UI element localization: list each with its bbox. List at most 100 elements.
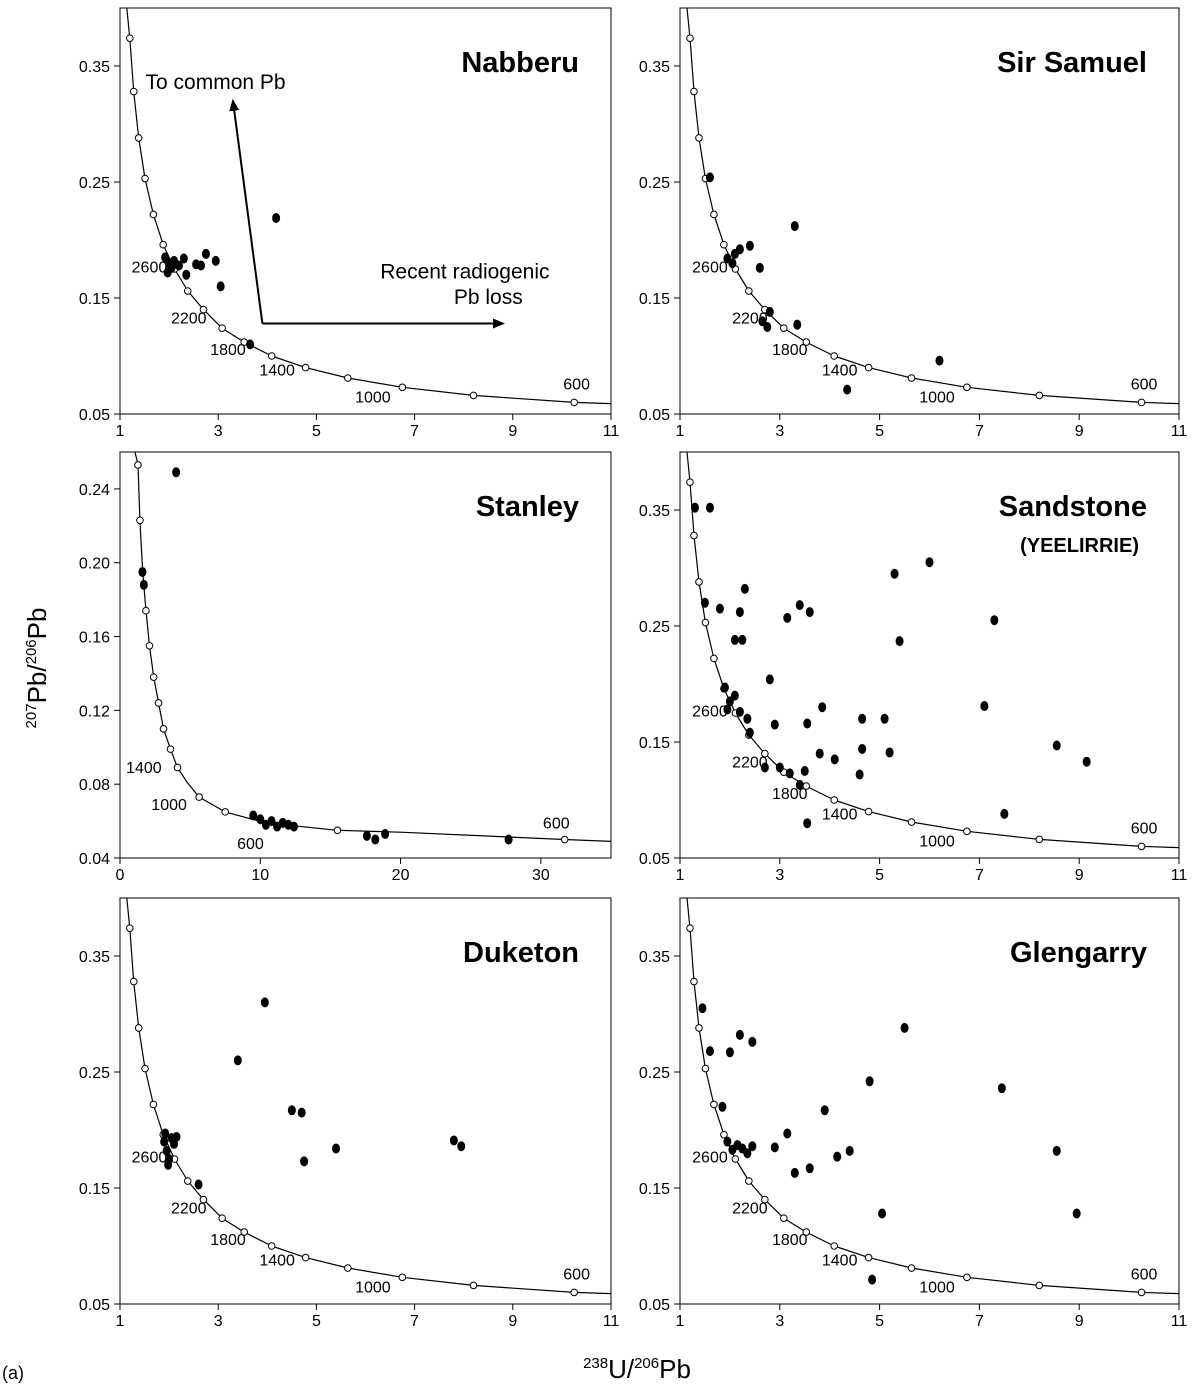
age-label: 1000 <box>919 833 955 850</box>
data-point <box>935 355 944 366</box>
age-label: 2600 <box>132 1149 168 1166</box>
data-point <box>885 747 894 758</box>
age-marker <box>695 578 703 586</box>
data-point <box>990 615 999 626</box>
data-point <box>858 713 867 724</box>
data-point <box>790 1167 799 1178</box>
data-point <box>161 1128 170 1139</box>
age-marker <box>195 793 203 801</box>
data-point <box>197 260 206 271</box>
y-tick-label: 0.20 <box>79 556 110 573</box>
x-tick-label: 9 <box>508 423 517 440</box>
data-point <box>287 1105 296 1116</box>
age-marker <box>149 1100 158 1109</box>
x-tick-label: 5 <box>875 1313 884 1330</box>
data-point <box>289 821 298 832</box>
data-point <box>745 240 754 251</box>
data-point <box>765 674 774 685</box>
age-marker <box>963 383 971 392</box>
age-label: 600 <box>563 1267 590 1284</box>
age-marker <box>686 924 694 932</box>
data-point <box>1072 1208 1081 1219</box>
x-tick-label: 0 <box>116 867 125 884</box>
data-point <box>997 1083 1006 1094</box>
data-point <box>698 1003 707 1014</box>
y-tick-label: 0.12 <box>79 703 110 720</box>
y-tick-label: 0.35 <box>639 503 670 520</box>
data-point <box>246 339 255 350</box>
y-tick-label: 0.35 <box>639 59 670 76</box>
panel-title: Sir Samuel <box>997 47 1147 79</box>
age-label: 1400 <box>822 807 858 824</box>
age-marker <box>141 174 149 183</box>
x-tick-label: 11 <box>1171 423 1188 440</box>
age-marker <box>695 1024 703 1032</box>
data-point <box>1052 1145 1061 1156</box>
age-marker <box>761 749 769 758</box>
data-point <box>449 1135 458 1146</box>
y-axis-label: 207Pb/206Pb <box>22 608 52 729</box>
age-marker <box>159 725 168 733</box>
data-point <box>770 719 779 730</box>
x-tick-label: 11 <box>1171 867 1188 884</box>
chart-panel-2: 1 3 5 7 9 110.050.150.250.3526002200180014001… <box>639 7 1188 440</box>
age-label: 600 <box>1131 821 1158 838</box>
age-marker <box>701 1064 710 1073</box>
data-point <box>855 769 864 780</box>
data-point <box>845 1145 854 1156</box>
panel-letter: (a) <box>2 1363 24 1383</box>
data-point <box>730 634 739 645</box>
y-tick-label: 0.35 <box>639 949 670 966</box>
age-marker <box>560 835 569 844</box>
data-point <box>735 1029 744 1040</box>
x-axis-label: 238U/206Pb <box>583 1354 691 1384</box>
data-point <box>895 636 904 647</box>
data-point <box>728 258 737 269</box>
data-point <box>795 779 804 790</box>
data-point <box>211 255 220 266</box>
age-marker <box>149 673 158 681</box>
age-marker <box>136 516 144 525</box>
trend-arrow <box>229 98 264 324</box>
data-point <box>868 1274 877 1285</box>
age-marker <box>690 977 698 986</box>
data-point <box>763 322 772 332</box>
x-tick-label: 7 <box>975 1313 984 1330</box>
data-point <box>880 713 889 724</box>
data-point <box>201 248 210 259</box>
annotation: Recent radiogenic <box>380 260 549 283</box>
age-marker <box>963 1273 971 1282</box>
age-label: 1000 <box>355 389 391 406</box>
age-marker <box>267 1242 276 1250</box>
panel-title: Nabberu <box>461 47 579 79</box>
data-point <box>878 1208 887 1219</box>
y-tick-label: 0.16 <box>79 630 110 647</box>
y-tick-label: 0.15 <box>79 1181 110 1198</box>
y-tick-label: 0.05 <box>639 1297 670 1314</box>
x-tick-label: 10 <box>251 867 269 884</box>
panel-title: Stanley <box>476 491 579 523</box>
x-tick-label: 3 <box>214 1313 223 1330</box>
data-point <box>818 702 827 713</box>
data-point <box>748 1036 757 1047</box>
y-tick-label: 0.05 <box>79 1297 110 1314</box>
data-point <box>272 212 281 223</box>
data-point <box>504 834 513 845</box>
age-marker <box>1137 842 1146 851</box>
x-tick-label: 3 <box>775 867 784 884</box>
age-marker <box>333 826 342 835</box>
age-marker <box>183 287 192 295</box>
age-marker <box>779 324 788 332</box>
data-point <box>1000 808 1009 819</box>
age-marker <box>1137 1288 1146 1297</box>
data-point <box>256 814 265 825</box>
age-label: 1400 <box>822 1253 858 1270</box>
data-point <box>745 727 754 738</box>
age-marker <box>126 34 134 42</box>
data-point <box>803 818 812 829</box>
y-tick-label: 0.05 <box>639 851 670 868</box>
x-tick-label: 11 <box>603 1313 620 1330</box>
age-label: 1400 <box>259 1253 295 1270</box>
age-label: 1000 <box>355 1279 391 1296</box>
age-marker <box>745 287 753 295</box>
